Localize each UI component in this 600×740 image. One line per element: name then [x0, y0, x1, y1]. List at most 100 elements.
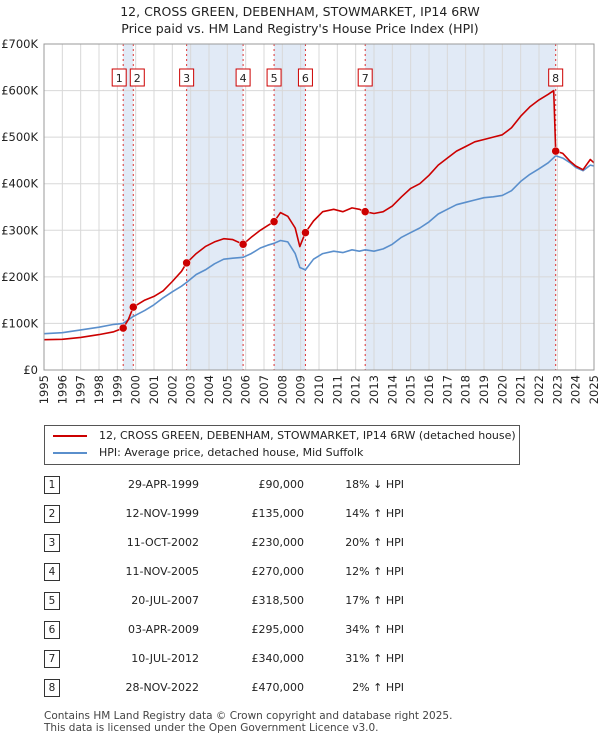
shaded-range-1	[123, 44, 134, 370]
sale-number-cell: 1	[44, 470, 84, 499]
sale-number: 1	[44, 475, 60, 494]
sale-number: 3	[44, 533, 60, 552]
x-tick-label: 1996	[55, 375, 69, 404]
sale-hpi-diff: 17% ↑ HPI	[345, 594, 404, 607]
sale-number-box-3	[179, 68, 195, 87]
table-row: 5 20-JUL-2007 £318,500 17% ↑ HPI	[44, 586, 404, 615]
sale-price: £295,000	[251, 623, 305, 636]
sale-marker-3	[182, 258, 191, 268]
x-tick-label: 2012	[349, 375, 363, 404]
sale-number-box-5	[266, 68, 282, 87]
y-tick-label: £700K	[1, 37, 38, 51]
sales-table: 1 29-APR-1999 £90,000 18% ↓ HPI 2 12-NOV-1999…	[44, 470, 404, 702]
sale-number-cell: 6	[44, 615, 84, 644]
sale-date: 11-NOV-2005	[125, 565, 199, 578]
sale-markers	[118, 146, 560, 333]
table-row: 1 29-APR-1999 £90,000 18% ↓ HPI	[44, 470, 404, 499]
sale-price: £135,000	[251, 507, 305, 520]
property-series-line	[43, 89, 595, 341]
x-tick-label: 2019	[477, 375, 491, 404]
x-tick-label: 2006	[239, 375, 253, 404]
sale-number-cell: 2	[44, 499, 84, 528]
x-tick-label: 2021	[514, 375, 528, 404]
sale-number-label-4: 4	[240, 72, 247, 85]
sale-marker-8	[551, 146, 560, 156]
legend: 12, CROSS GREEN, DEBENHAM, STOWMARKET, I…	[44, 425, 520, 465]
x-tick-label: 2001	[147, 375, 161, 404]
sale-number-cell: 8	[44, 673, 84, 702]
x-tick-label: 1999	[110, 375, 124, 404]
sale-marker-6	[301, 228, 310, 237]
y-tick-label: £100K	[1, 316, 38, 330]
x-tick-label: 2000	[129, 375, 143, 404]
sale-marker-1	[118, 323, 128, 333]
legend-hpi-label: HPI: Average price, detached house, Mid …	[99, 446, 364, 459]
x-tick-label: 2005	[220, 375, 234, 404]
sale-number-box-8	[548, 68, 564, 87]
x-tick-label: 2020	[495, 375, 509, 404]
sale-hpi-diff: 12% ↑ HPI	[345, 565, 404, 578]
sale-marker-7	[360, 207, 370, 216]
y-tick-label: £400K	[1, 177, 38, 191]
sale-number-label-3: 3	[183, 72, 190, 85]
sale-number: 2	[44, 504, 60, 523]
axes: £0 £100K £200K £300K £400K £500K £600K £700K 199…	[1, 37, 600, 404]
sale-number-label-6: 6	[302, 72, 309, 85]
sale-number: 7	[44, 649, 60, 668]
sale-number: 4	[44, 562, 60, 581]
x-tick-label: 1998	[92, 375, 106, 404]
sale-price: £230,000	[251, 536, 305, 549]
plot-frame	[43, 43, 595, 371]
sale-date: 03-APR-2009	[127, 623, 199, 636]
table-row: 3 11-OCT-2002 £230,000 20% ↑ HPI	[44, 528, 404, 557]
sale-number: 5	[44, 591, 60, 610]
table-row: 8 28-NOV-2022 £470,000 2% ↑ HPI	[44, 673, 404, 702]
sale-date: 28-NOV-2022	[125, 681, 199, 694]
table-row: 6 03-APR-2009 £295,000 34% ↑ HPI	[44, 615, 404, 644]
sale-hpi-diff: 31% ↑ HPI	[345, 652, 404, 665]
sale-date: 11-OCT-2002	[126, 536, 199, 549]
chart-subtitle: Price paid vs. HM Land Registry's House …	[121, 21, 479, 36]
y-tick-label: £500K	[1, 130, 38, 144]
sale-marker-5	[269, 217, 279, 226]
sale-date: 10-JUL-2012	[131, 652, 199, 665]
sale-number-label-1: 1	[116, 72, 123, 85]
x-tick-label: 1997	[74, 375, 88, 404]
sale-number: 6	[44, 620, 60, 639]
x-tick-label: 2003	[184, 375, 198, 404]
sale-price: £90,000	[258, 478, 305, 491]
sale-number-box-2	[129, 68, 145, 87]
sale-number-box-4	[235, 68, 251, 87]
x-tick-label: 2014	[385, 375, 399, 404]
chart-title: 12, CROSS GREEN, DEBENHAM, STOWMARKET, I…	[120, 4, 480, 19]
sale-hpi-diff: 2% ↑ HPI	[352, 681, 404, 694]
shaded-ranges	[123, 44, 556, 370]
y-tick-label: £300K	[1, 223, 38, 237]
x-tick-label: 2011	[330, 375, 344, 404]
x-tick-label: 2004	[202, 375, 216, 404]
sale-price: £270,000	[251, 565, 305, 578]
property-line-swatch	[53, 435, 87, 437]
sale-hpi-diff: 18% ↓ HPI	[345, 478, 404, 491]
hpi-line-swatch	[53, 452, 87, 454]
sale-number-cell: 5	[44, 586, 84, 615]
sale-number: 8	[44, 678, 60, 697]
hpi-series-line	[43, 155, 595, 335]
table-row: 4 11-NOV-2005 £270,000 12% ↑ HPI	[44, 557, 404, 586]
x-tick-label: 2025	[587, 375, 600, 404]
sale-price: £470,000	[251, 681, 305, 694]
x-tick-label: 2023	[550, 375, 564, 404]
sale-number-cell: 3	[44, 528, 84, 557]
x-tick-label: 2017	[440, 375, 454, 404]
x-tick-label: 2016	[422, 375, 436, 404]
x-tick-label: 2008	[275, 375, 289, 404]
footer-copyright: Contains HM Land Registry data © Crown c…	[44, 710, 453, 722]
shaded-range-2	[186, 44, 244, 370]
shaded-range-4	[365, 44, 556, 370]
x-tick-label: 2010	[312, 375, 326, 404]
sale-number-box-1	[111, 68, 127, 87]
y-tick-label: £600K	[1, 84, 38, 98]
footer: Contains HM Land Registry data © Crown c…	[44, 710, 452, 734]
sale-number-box-7	[357, 68, 373, 87]
